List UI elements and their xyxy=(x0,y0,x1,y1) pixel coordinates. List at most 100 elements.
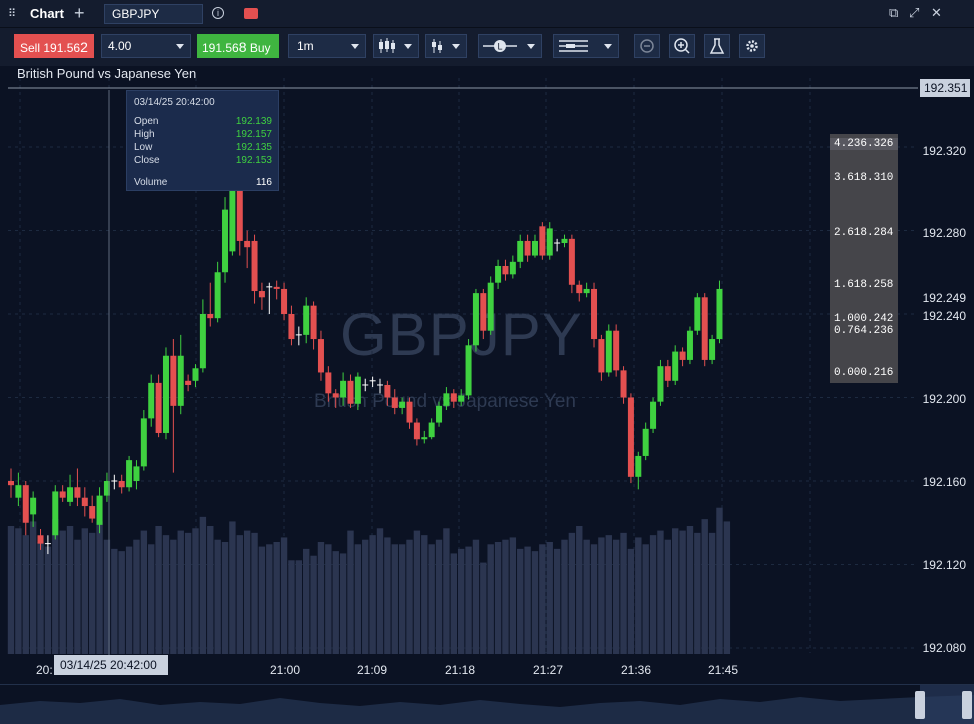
candle-body xyxy=(701,297,708,360)
fibonacci-levels-panel: 4.236.326 3.618.310 2.618.284 1.618.258 … xyxy=(830,134,898,383)
ohlc-open-row: Open 192.139 xyxy=(134,116,272,128)
candle-body xyxy=(89,506,96,519)
gear-icon xyxy=(746,40,758,52)
window-title: Chart xyxy=(30,6,64,21)
fib-level: 4.236.326 xyxy=(830,138,898,150)
volume-bar xyxy=(66,526,74,654)
volume-bar xyxy=(243,530,251,654)
zoom-out-button[interactable] xyxy=(634,34,660,58)
ohlc-open-value: 192.139 xyxy=(235,116,272,127)
volume-bar xyxy=(590,544,598,654)
candle-body xyxy=(583,288,590,294)
volume-bar xyxy=(605,535,612,654)
candle-body xyxy=(22,485,29,523)
candle-body xyxy=(251,240,258,292)
info-icon[interactable]: i xyxy=(212,7,224,19)
color-swatch[interactable] xyxy=(244,8,258,19)
studies-button[interactable] xyxy=(704,34,730,58)
volume-bar xyxy=(553,548,561,654)
quantity-select[interactable]: 4.00 xyxy=(101,34,191,58)
popout-icon[interactable]: ⧉ xyxy=(889,5,899,20)
time-axis-label: 20: xyxy=(36,663,53,677)
candle-body xyxy=(458,395,465,402)
volume-bar xyxy=(354,544,362,654)
timeframe-select[interactable]: 1m xyxy=(288,34,366,58)
volume-bar xyxy=(15,528,22,654)
chart-toolbar: Sell 191.562 4.00 191.568 Buy 1m xyxy=(0,28,974,66)
fib-level: 1.000.242 xyxy=(834,313,894,325)
drawing-tools-dropdown[interactable]: L xyxy=(478,34,542,58)
navigator-left-handle[interactable] xyxy=(915,691,925,719)
volume-bar xyxy=(494,542,502,654)
volume-bar xyxy=(347,530,354,654)
volume-bar xyxy=(332,551,339,654)
volume-bar xyxy=(443,528,450,654)
volume-bar xyxy=(679,530,686,654)
candle-body xyxy=(524,240,531,256)
add-chart-icon[interactable]: + xyxy=(74,3,85,23)
volume-bar xyxy=(148,544,155,654)
candle-body xyxy=(340,380,347,398)
candle-body xyxy=(288,314,295,340)
chart-type-dropdown[interactable] xyxy=(373,34,419,58)
navigator-right-handle[interactable] xyxy=(962,691,972,719)
volume-bar xyxy=(214,539,221,654)
volume-bar xyxy=(413,530,421,654)
candle-body xyxy=(613,330,620,371)
volume-bar xyxy=(310,555,317,654)
ohlc-close-label: Close xyxy=(134,155,160,166)
fibonacci-dropdown[interactable] xyxy=(553,34,619,58)
candle-body xyxy=(546,228,553,256)
candle-body xyxy=(384,384,391,398)
ohlc-close-value: 192.153 xyxy=(235,155,272,166)
indicators-dropdown[interactable] xyxy=(425,34,467,58)
volume-bar xyxy=(199,516,207,654)
maximize-icon[interactable]: ⤢ xyxy=(909,5,920,20)
volume-bar xyxy=(29,521,37,654)
volume-bar xyxy=(480,562,487,654)
symbol-input[interactable] xyxy=(104,4,203,24)
ohlc-date: 03/14/25 20:42:00 xyxy=(134,97,215,108)
sell-price: 191.56 xyxy=(43,41,81,55)
price-axis-label: 192.080 xyxy=(922,641,966,655)
volume-bar xyxy=(531,551,539,654)
volume-bar xyxy=(546,542,553,654)
volume-bar xyxy=(642,544,649,654)
drag-grip-icon[interactable]: ⠿ xyxy=(8,8,17,20)
candle-body xyxy=(627,397,634,477)
volume-bar xyxy=(266,544,273,654)
candle-body xyxy=(598,339,605,373)
settings-button[interactable] xyxy=(739,34,765,58)
time-axis-label: 21:27 xyxy=(533,663,564,677)
time-axis-label: 21:09 xyxy=(357,663,388,677)
volume-bar xyxy=(221,542,229,654)
candle-body xyxy=(177,355,184,406)
sell-button[interactable]: Sell 191.562 xyxy=(14,34,94,58)
volume-bar xyxy=(450,553,457,654)
candle-body xyxy=(59,491,66,498)
volume-bar xyxy=(701,519,708,654)
price-axis-label: 192.280 xyxy=(922,226,966,240)
price-chart[interactable] xyxy=(0,68,974,684)
volume-bar xyxy=(369,535,376,654)
volume-bar xyxy=(472,539,480,654)
buy-button[interactable]: 191.568 Buy xyxy=(197,34,279,58)
volume-bar xyxy=(162,535,170,654)
time-axis-label: 21:45 xyxy=(708,663,739,677)
chart-navigator[interactable] xyxy=(0,684,974,724)
candle-body xyxy=(716,288,723,340)
volume-bar xyxy=(627,548,635,654)
candle-body xyxy=(37,535,44,544)
chart-title: British Pound vs Japanese Yen xyxy=(17,66,197,81)
watermark-symbol: GBPJPY xyxy=(340,301,583,368)
candle-body xyxy=(303,305,310,335)
candle-body xyxy=(679,351,686,360)
volume-bar xyxy=(465,546,472,654)
zoom-in-button[interactable] xyxy=(669,34,695,58)
fib-level: 2.618.284 xyxy=(834,227,894,239)
zoom-out-icon xyxy=(640,39,654,53)
volume-bar xyxy=(22,535,29,654)
candle-body xyxy=(620,370,627,398)
volume-bar xyxy=(140,530,148,654)
close-icon[interactable]: ✕ xyxy=(931,5,942,20)
